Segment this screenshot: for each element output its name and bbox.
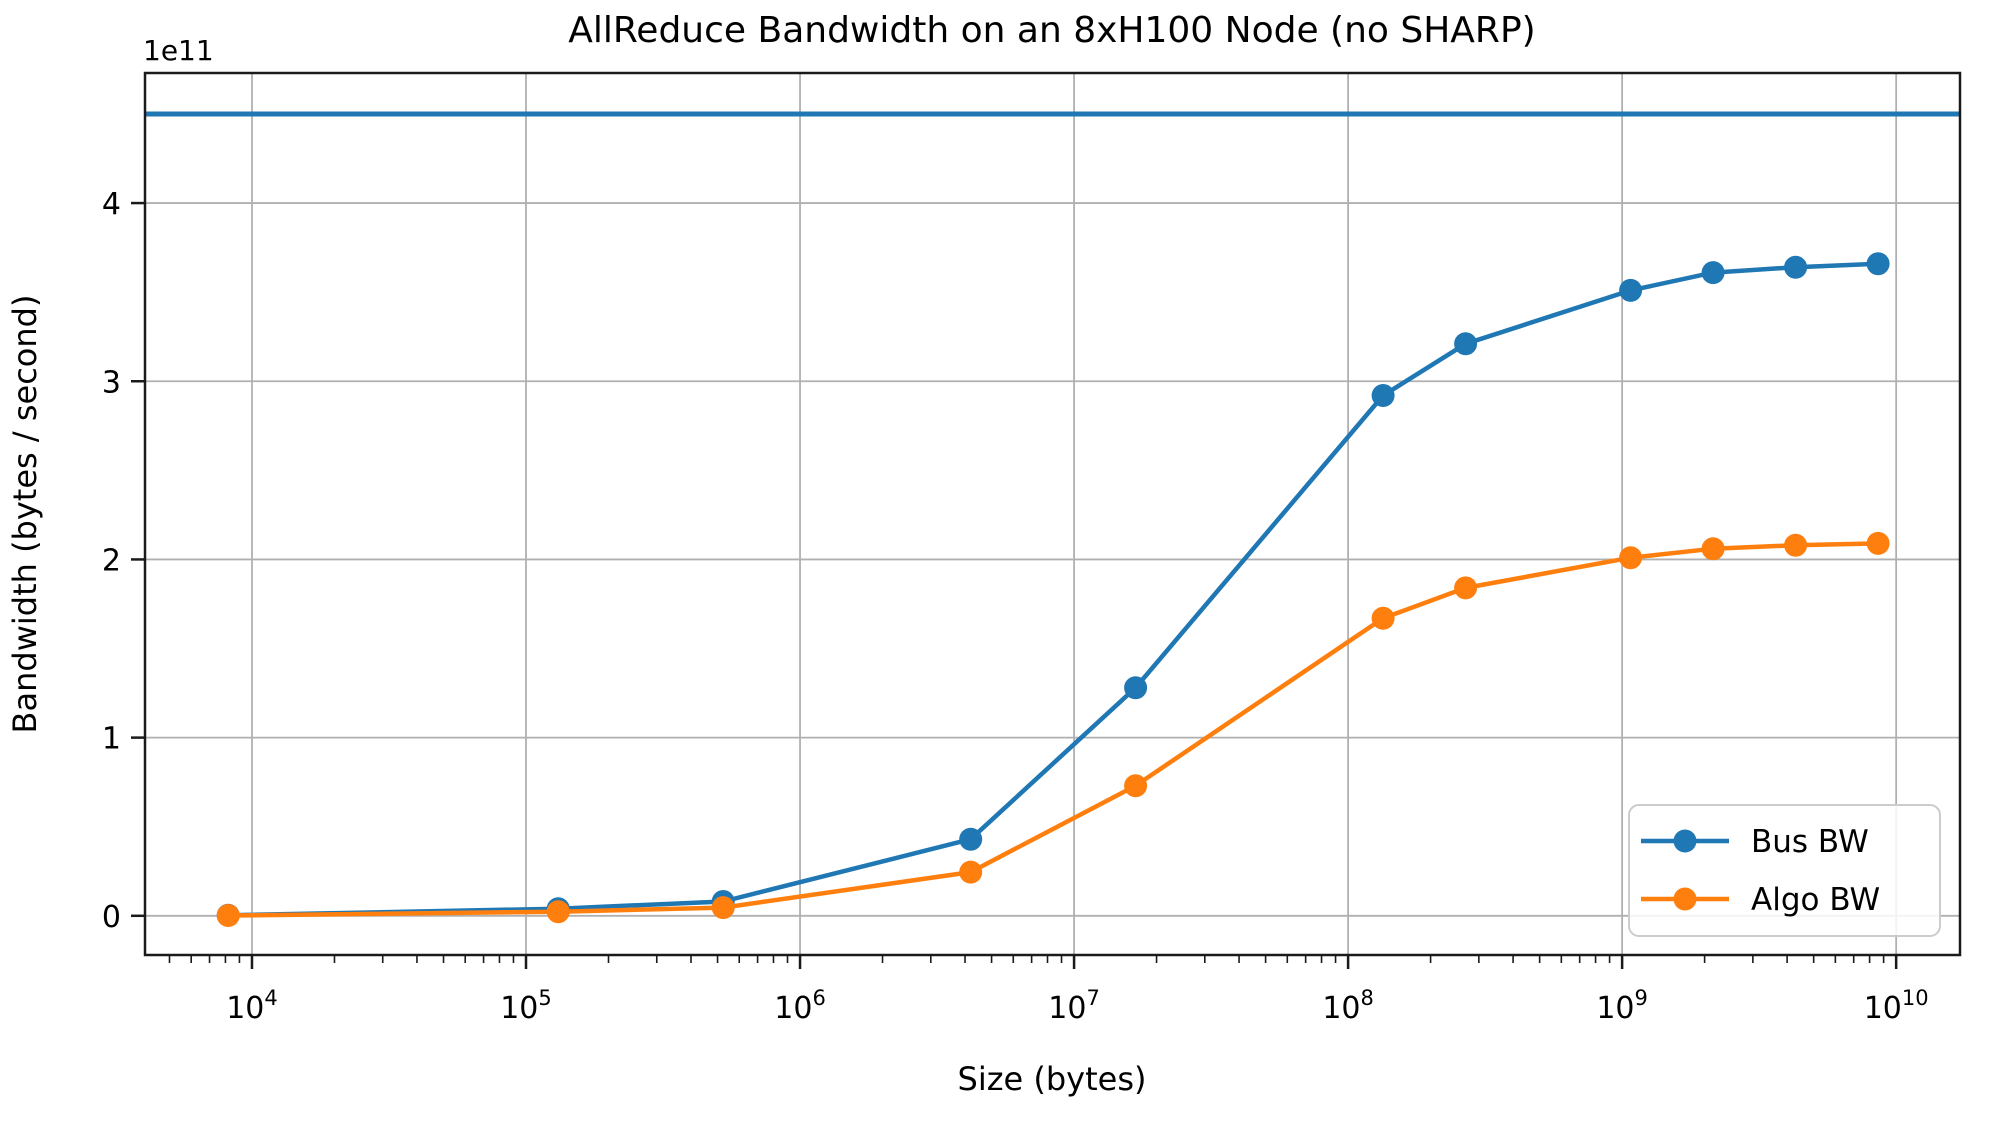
y-offset-label: 1e11 (143, 34, 214, 67)
data-point (1866, 252, 1890, 276)
x-axis-label: Size (bytes) (958, 1060, 1147, 1098)
data-point (959, 827, 983, 851)
y-tick-label: 1 (102, 722, 121, 757)
data-point (216, 904, 240, 927)
data-point (711, 896, 735, 920)
axis-ticks (131, 201, 1898, 969)
x-tick-label: 109 (1596, 986, 1648, 1026)
chart-title: AllReduce Bandwidth on an 8xH100 Node (n… (568, 10, 1535, 51)
y-tick-label: 2 (102, 543, 121, 578)
legend: Bus BW Algo BW (1628, 804, 1941, 937)
data-point (546, 900, 570, 924)
data-point (1124, 676, 1148, 700)
data-point (959, 860, 983, 884)
data-point (1701, 537, 1725, 561)
data-point (1619, 546, 1643, 570)
data-point (1866, 531, 1890, 555)
x-tick-label: 105 (500, 986, 552, 1026)
data-point (1619, 278, 1643, 302)
x-tick-label: 106 (774, 986, 826, 1026)
x-tick-labels: 104 105 106 107 108 109 1010 (226, 986, 1928, 1026)
y-tick-label: 4 (102, 187, 121, 222)
axes-spines (143, 71, 1962, 957)
y-tick-label: 3 (102, 365, 121, 400)
data-point (1701, 261, 1725, 285)
y-tick-labels: 0 1 2 3 4 (102, 187, 121, 935)
y-axis-label: Bandwidth (bytes / second) (6, 295, 44, 734)
data-point (1784, 255, 1808, 279)
data-series (145, 111, 1960, 927)
plot-border (143, 71, 1962, 957)
x-tick-label: 108 (1322, 986, 1374, 1026)
x-tick-label: 1010 (1864, 986, 1929, 1026)
legend-sample-marker (1673, 887, 1697, 911)
data-point (1454, 576, 1478, 600)
data-point (1454, 332, 1478, 356)
data-point (1371, 384, 1395, 407)
legend-sample-marker (1673, 829, 1697, 853)
y-tick-label: 0 (102, 900, 121, 935)
legend-entry-label: Algo BW (1751, 882, 1880, 918)
data-point (1371, 606, 1395, 630)
data-point (1124, 774, 1148, 798)
data-point (1784, 533, 1808, 557)
x-tick-label: 107 (1048, 986, 1100, 1026)
x-tick-label: 104 (226, 986, 278, 1026)
legend-entry-label: Bus BW (1751, 824, 1869, 860)
legend-box (1628, 804, 1941, 937)
gridlines (145, 73, 1960, 955)
